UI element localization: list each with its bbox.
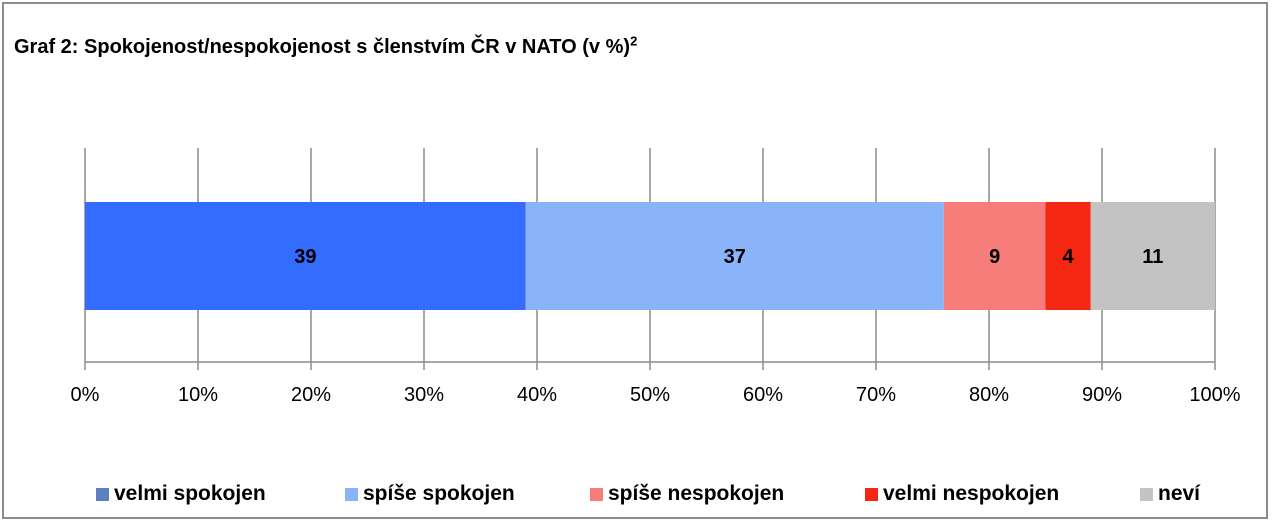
- bar-value-label: 4: [1063, 246, 1075, 268]
- bar-segment: [943, 202, 1046, 310]
- x-tick-label: 40%: [517, 384, 557, 406]
- bar-segment: [85, 202, 526, 310]
- legend-item: velmi nespokojen: [865, 482, 1059, 506]
- chart-title-footnote: 2: [630, 33, 638, 49]
- legend-label: velmi nespokojen: [883, 482, 1060, 505]
- bar-value-label: 11: [1142, 246, 1163, 268]
- bar-value-label: 9: [989, 246, 1000, 268]
- x-tick-label: 50%: [630, 384, 670, 406]
- x-axis-tick-labels: 0% 10% 20% 30% 40% 50% 60% 70% 80% 90% 100%: [71, 384, 1241, 406]
- bar-value-labels: 39 37 9 4 11: [294, 246, 1163, 268]
- x-axis-ticks: [84, 362, 1216, 370]
- x-tick-label: 0%: [71, 384, 100, 406]
- legend-item: velmi spokojen: [96, 482, 266, 506]
- chart-title-text: Graf 2: Spokojenost/nespokojenost s člen…: [14, 36, 631, 58]
- bar-segment: [525, 202, 944, 310]
- legend-item: spíše spokojen: [345, 482, 515, 506]
- legend-swatch: [590, 487, 603, 501]
- x-tick-label: 20%: [291, 384, 331, 406]
- x-tick-label: 90%: [1082, 384, 1122, 406]
- legend-label: neví: [1158, 482, 1201, 505]
- bar-segment: [1045, 202, 1091, 310]
- x-tick-label: 30%: [404, 384, 444, 406]
- legend-label: spíše spokojen: [363, 482, 515, 505]
- chart-title: Graf 2: Spokojenost/nespokojenost s člen…: [14, 33, 638, 59]
- x-tick-label: 10%: [178, 384, 218, 406]
- bar-segments: [85, 202, 1215, 310]
- x-tick-label: 80%: [969, 384, 1009, 406]
- x-tick-label: 70%: [856, 384, 896, 406]
- bar-value-label: 39: [294, 246, 316, 268]
- x-tick-label: 100%: [1189, 384, 1240, 406]
- legend-item: spíše nespokojen: [590, 482, 784, 506]
- bar-value-label: 37: [724, 246, 746, 268]
- legend-label: velmi spokojen: [114, 482, 266, 505]
- legend-item: neví: [1140, 482, 1200, 506]
- legend-label: spíše nespokojen: [608, 482, 785, 505]
- x-tick-label: 60%: [743, 384, 783, 406]
- legend-swatch: [865, 487, 878, 501]
- legend: velmi spokojen spíše spokojen spíše nespok…: [0, 482, 1274, 510]
- legend-swatch: [96, 487, 109, 501]
- legend-swatch: [345, 487, 358, 501]
- bar-segment: [1090, 202, 1215, 310]
- legend-swatch: [1140, 487, 1153, 501]
